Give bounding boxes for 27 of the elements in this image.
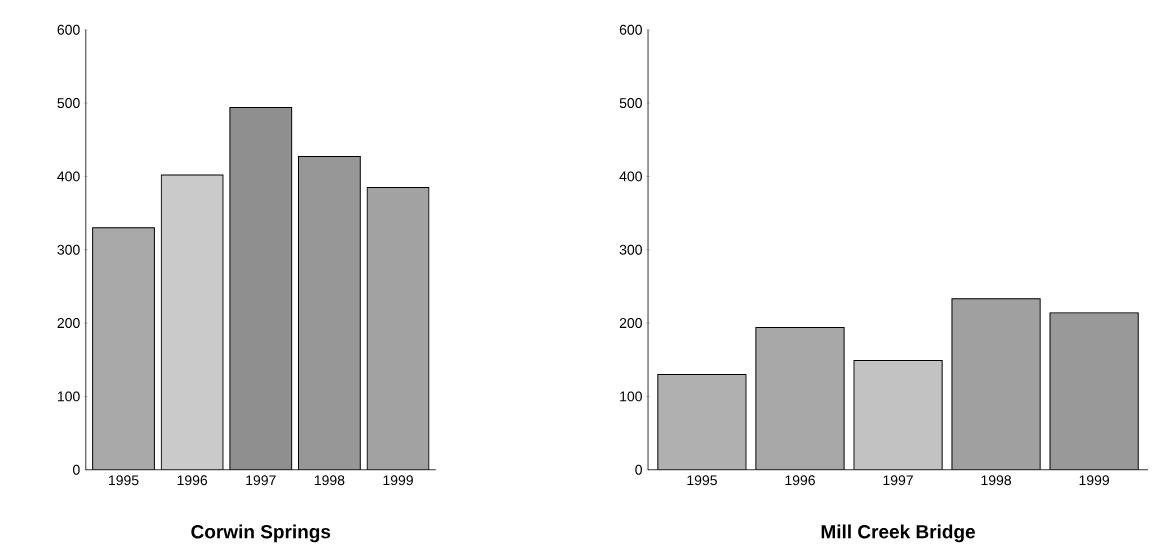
x-tick-label: 1999 <box>1079 475 1110 486</box>
y-tick-label: 600 <box>57 24 80 35</box>
y-tick-label: 300 <box>57 244 80 255</box>
text: Mill Creek Bridge <box>821 524 975 543</box>
y-tick-label: 400 <box>619 171 642 182</box>
y-tick-label: 500 <box>619 98 642 109</box>
y-tick-label: 100 <box>57 391 80 402</box>
y-tick-label: 400 <box>57 171 80 182</box>
x-tick-label: 1997 <box>883 475 913 486</box>
bar <box>366 186 430 470</box>
text: Corwin Springs <box>191 524 331 543</box>
x-tick-label: 1998 <box>981 475 1012 486</box>
x-tick-label: 1995 <box>687 475 717 486</box>
x-tick-label: 1999 <box>383 475 413 486</box>
x-tick-label: 1995 <box>109 475 139 486</box>
x-tick-label: 1996 <box>177 475 208 486</box>
y-tick-label: 200 <box>619 318 642 329</box>
y-tick-label: 500 <box>57 98 80 109</box>
x-tick-label: 1998 <box>314 475 345 486</box>
y-tick-label: 0 <box>635 464 642 475</box>
x-tick-label: 1997 <box>246 475 276 486</box>
y-tick-label: 200 <box>57 318 80 329</box>
y-tick-label: 0 <box>73 464 80 475</box>
y-tick-label: 600 <box>619 24 642 35</box>
y-tick-label: 300 <box>619 244 642 255</box>
y-tick-label: 100 <box>620 391 642 402</box>
x-tick-label: 1996 <box>785 475 815 486</box>
